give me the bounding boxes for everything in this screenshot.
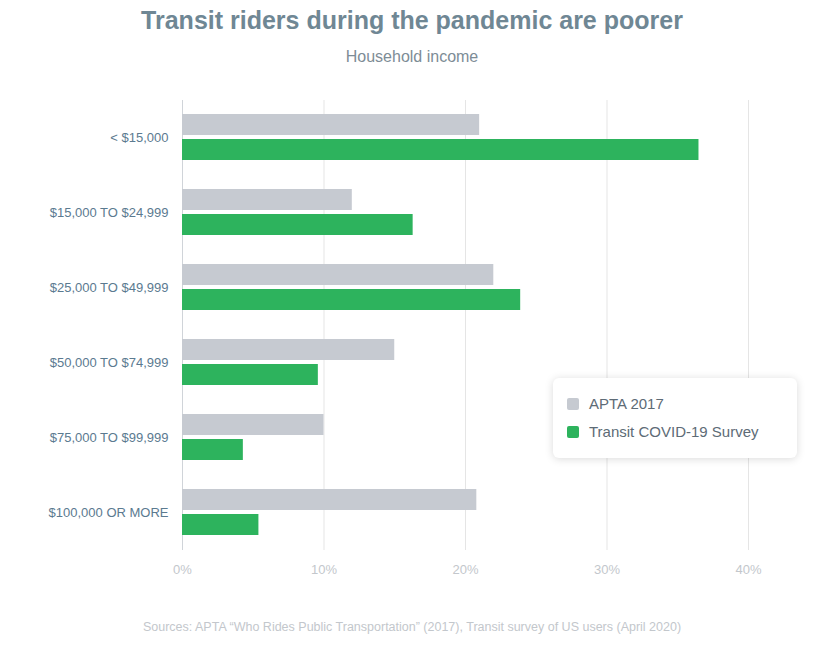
svg-text:$15,000 TO $24,999: $15,000 TO $24,999 xyxy=(50,205,169,220)
html-text:Household income: Household income xyxy=(345,48,479,65)
svg-text:40%: 40% xyxy=(735,562,761,577)
svg-text:10%: 10% xyxy=(311,562,337,577)
svg-text:$75,000 TO $99,999: $75,000 TO $99,999 xyxy=(50,430,169,445)
svg-text:20%: 20% xyxy=(452,562,478,577)
svg-text:$25,000 TO $49,999: $25,000 TO $49,999 xyxy=(50,280,169,295)
svg-text:$100,000 OR MORE: $100,000 OR MORE xyxy=(49,505,169,520)
html-text:Sources: APTA “Who Rides Publi: Sources: APTA “Who Rides Public Transpor… xyxy=(142,620,682,634)
svg-text:0%: 0% xyxy=(173,562,192,577)
html-text:Transit riders during the pand: Transit riders during the pandemic are p… xyxy=(141,6,683,34)
html-text:Transit COVID-19 Survey: Transit COVID-19 Survey xyxy=(589,423,759,440)
svg-text:< $15,000: < $15,000 xyxy=(110,130,168,145)
svg-text:30%: 30% xyxy=(594,562,620,577)
svg-text:$50,000 TO $74,999: $50,000 TO $74,999 xyxy=(50,355,169,370)
html-text:APTA 2017: APTA 2017 xyxy=(589,395,664,412)
